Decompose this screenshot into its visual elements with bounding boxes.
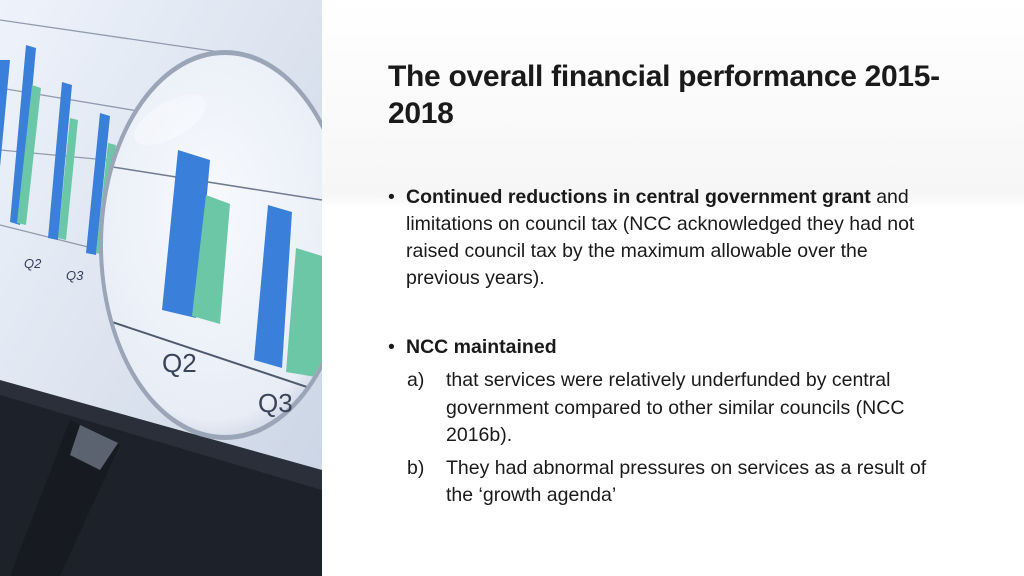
photo-illustration: Q2 Q3 Q2 Q3 [0,0,322,576]
sub-item-b: b) They had abnormal pressures on servic… [388,455,946,510]
sub-item-a: a) that services were relatively underfu… [388,367,946,450]
label-q3-small: Q3 [66,268,84,283]
slide-title: The overall financial performance 2015-2… [388,60,940,130]
sub-item-marker: b) [407,456,425,479]
label-q2-small: Q2 [24,256,42,271]
bullet-ncc-maintained: • NCC maintained [388,334,988,361]
sub-item-text: They had abnormal pressures on services … [446,456,927,507]
sub-item-marker: a) [407,369,425,391]
bullet-bold-text: Continued reductions in central governme… [406,186,871,208]
bullet-bold-text: NCC maintained [406,336,557,358]
bullet-dot-icon: • [388,336,395,358]
label-q2-large: Q2 [162,348,197,378]
bullet-grant-reductions: • Continued reductions in central govern… [388,184,946,292]
magnifier-chart-photo: Q2 Q3 Q2 Q3 [0,0,322,576]
bullet-body-text: and limitations on council tax (NCC ackn… [406,186,915,289]
sub-item-text: that services were relatively underfunde… [446,369,905,446]
background-sheen [322,0,1024,576]
bullet-dot-icon: • [388,186,395,208]
label-q3-large: Q3 [258,388,293,418]
slide-content: The overall financial performance 2015-2… [388,58,988,510]
